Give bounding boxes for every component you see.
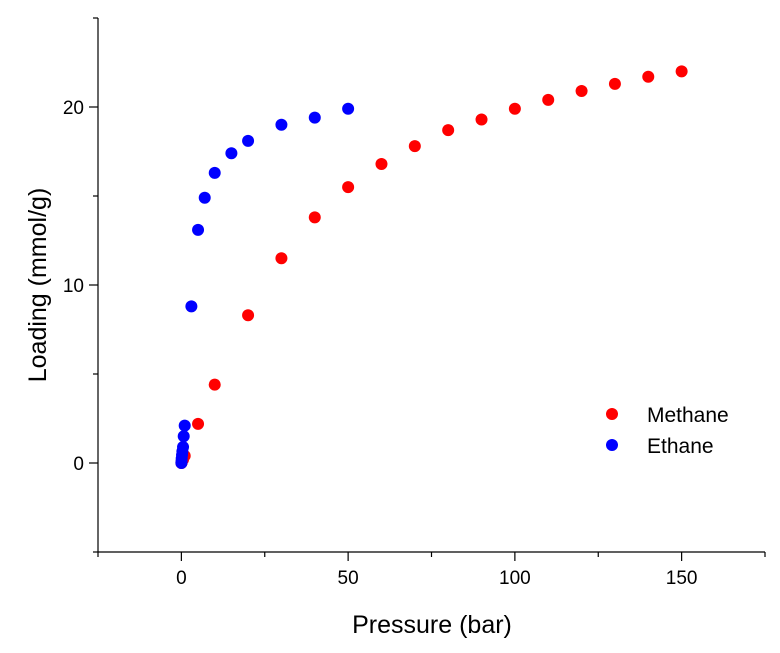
ethane-point	[275, 118, 288, 131]
axes	[97, 18, 765, 553]
y-ticks: 0 10 20	[63, 17, 98, 553]
methane-point	[508, 102, 521, 115]
data-points	[175, 65, 688, 469]
legend-marker-methane	[606, 408, 618, 420]
ethane-point	[177, 440, 190, 453]
methane-point	[675, 65, 688, 78]
ethane-point	[225, 147, 238, 160]
x-tick-label: 150	[666, 568, 698, 589]
x-ticks: 0 50 100 150	[97, 552, 766, 589]
ethane-point	[342, 102, 355, 115]
ethane-point	[177, 430, 190, 443]
ethane-point	[192, 223, 205, 236]
methane-point	[542, 93, 555, 106]
ethane-point	[208, 166, 221, 179]
y-tick-label: 10	[63, 276, 84, 297]
methane-point	[575, 84, 588, 97]
methane-point	[308, 211, 321, 224]
methane-point	[642, 70, 655, 83]
methane-point	[208, 378, 221, 391]
methane-point	[275, 252, 288, 265]
methane-point	[608, 77, 621, 90]
ethane-point	[185, 300, 198, 313]
x-tick-label: 100	[499, 568, 531, 589]
y-tick-label: 0	[73, 454, 84, 475]
ethane-point	[308, 111, 321, 124]
methane-point	[408, 140, 421, 153]
methane-point	[342, 181, 355, 194]
x-tick-label: 0	[176, 568, 187, 589]
legend-marker-ethane	[606, 439, 618, 451]
legend: Methane Ethane	[606, 404, 729, 458]
methane-point	[442, 124, 455, 137]
ethane-point	[178, 419, 191, 432]
ethane-point	[242, 134, 255, 147]
legend-label-methane: Methane	[647, 404, 729, 427]
y-tick-label: 20	[63, 98, 84, 119]
methane-point	[242, 309, 255, 322]
legend-label-ethane: Ethane	[647, 435, 714, 458]
ethane-point	[198, 191, 211, 204]
methane-point	[375, 157, 388, 170]
y-axis-title: Loading (mmol/g)	[24, 188, 52, 383]
x-tick-label: 50	[338, 568, 359, 589]
x-axis-title: Pressure (bar)	[352, 611, 512, 639]
methane-point	[475, 113, 488, 126]
methane-point	[192, 417, 205, 430]
